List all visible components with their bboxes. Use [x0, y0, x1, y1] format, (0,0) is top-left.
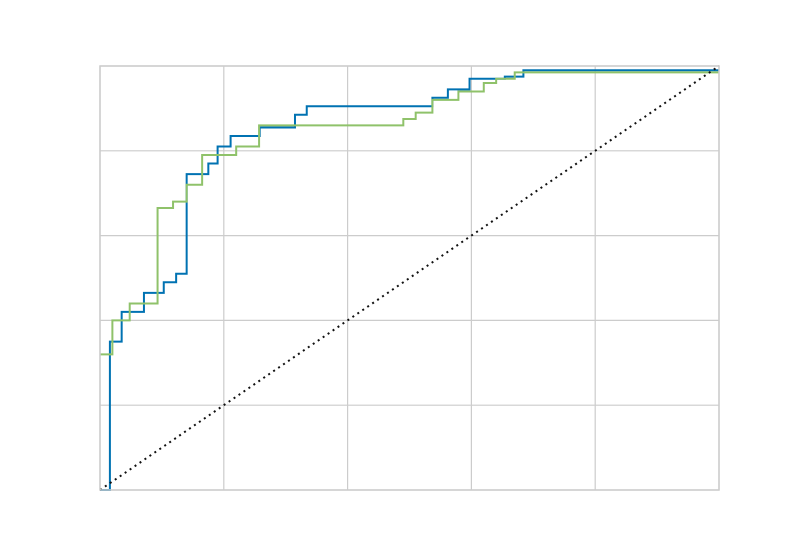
chance-diagonal-line: [99, 65, 720, 491]
series-line-0: [100, 69, 719, 491]
series-layer: [99, 65, 720, 491]
plot-frame: [99, 65, 720, 491]
series-line-1: [100, 71, 719, 356]
